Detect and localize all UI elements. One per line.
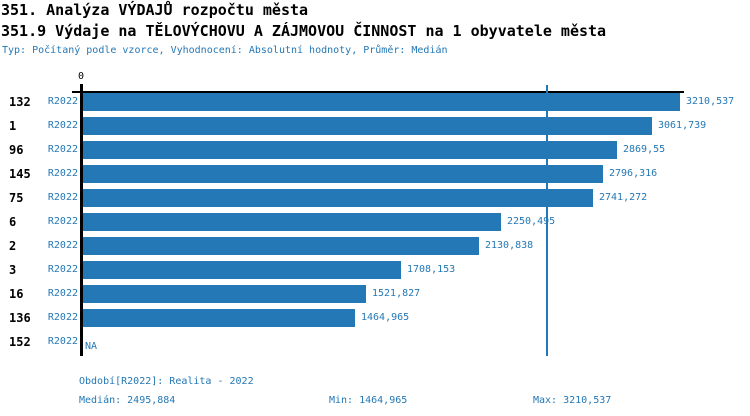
bar-value-label: 3210,537 <box>686 96 735 107</box>
bar <box>83 213 501 231</box>
bar <box>83 141 617 159</box>
row-id-label: 1 <box>9 119 17 133</box>
bar-row: 132 R2022 3210,537 <box>0 93 750 111</box>
row-period-label: R2022 <box>47 192 78 203</box>
bar-row: 75 R2022 2741,272 <box>0 189 750 207</box>
row-id-label: 75 <box>9 191 24 205</box>
bar-value-label: 3061,739 <box>658 120 707 131</box>
bar-value-label: 1708,153 <box>407 264 456 275</box>
bar-value-label: 2250,495 <box>507 216 556 227</box>
footer-min: Min: 1464,965 <box>329 395 408 406</box>
median-line <box>546 85 548 356</box>
row-period-label: R2022 <box>47 264 78 275</box>
chart-meta: Typ: Počítaný podle vzorce, Vyhodnocení:… <box>2 45 448 56</box>
bar <box>83 261 401 279</box>
footer-median: Medián: 2495,884 <box>79 395 176 406</box>
bar-row: 3 R2022 1708,153 <box>0 261 750 279</box>
bar <box>83 93 680 111</box>
row-period-label: R2022 <box>47 168 78 179</box>
bar-value-label: 2869,55 <box>623 144 666 155</box>
row-period-label: R2022 <box>47 336 78 347</box>
row-id-label: 145 <box>9 167 31 181</box>
row-period-label: R2022 <box>47 96 78 107</box>
row-id-label: 16 <box>9 287 24 301</box>
x-axis-zero-label: 0 <box>77 71 85 82</box>
chart-title: 351. Analýza VÝDAJŮ rozpočtu města <box>1 1 309 19</box>
footer-max: Max: 3210,537 <box>533 395 612 406</box>
row-id-label: 6 <box>9 215 17 229</box>
bar <box>83 117 652 135</box>
bar <box>83 309 355 327</box>
row-period-label: R2022 <box>47 240 78 251</box>
bar <box>83 285 366 303</box>
row-period-label: R2022 <box>47 120 78 131</box>
footer-period: Období[R2022]: Realita - 2022 <box>79 376 254 387</box>
bar-value-label: 2130,838 <box>485 240 534 251</box>
bar-value-label: 1464,965 <box>361 312 410 323</box>
bar-value-label: 2796,316 <box>609 168 658 179</box>
row-id-label: 2 <box>9 239 17 253</box>
bar <box>83 189 593 207</box>
bar-row: 136 R2022 1464,965 <box>0 309 750 327</box>
bar-row: 152 R2022 NA <box>0 333 750 352</box>
row-id-label: 136 <box>9 311 31 325</box>
bar-value-label: NA <box>85 341 98 352</box>
row-period-label: R2022 <box>47 216 78 227</box>
row-id-label: 132 <box>9 95 31 109</box>
x-axis-line <box>72 91 684 93</box>
y-axis-line <box>80 84 83 356</box>
bar-row: 96 R2022 2869,55 <box>0 141 750 159</box>
row-period-label: R2022 <box>47 288 78 299</box>
row-id-label: 96 <box>9 143 24 157</box>
row-period-label: R2022 <box>47 312 78 323</box>
chart-subtitle: 351.9 Výdaje na TĚLOVÝCHOVU A ZÁJMOVOU Č… <box>1 22 607 40</box>
row-period-label: R2022 <box>47 144 78 155</box>
bar-row: 6 R2022 2250,495 <box>0 213 750 231</box>
bar-row: 1 R2022 3061,739 <box>0 117 750 135</box>
bar-value-label: 1521,827 <box>372 288 421 299</box>
bar-value-label: 2741,272 <box>599 192 648 203</box>
bar <box>83 237 479 255</box>
bar-row: 16 R2022 1521,827 <box>0 285 750 303</box>
bar-row: 145 R2022 2796,316 <box>0 165 750 183</box>
bar-row: 2 R2022 2130,838 <box>0 237 750 255</box>
row-id-label: 3 <box>9 263 17 277</box>
bar <box>83 165 603 183</box>
row-id-label: 152 <box>9 335 31 349</box>
